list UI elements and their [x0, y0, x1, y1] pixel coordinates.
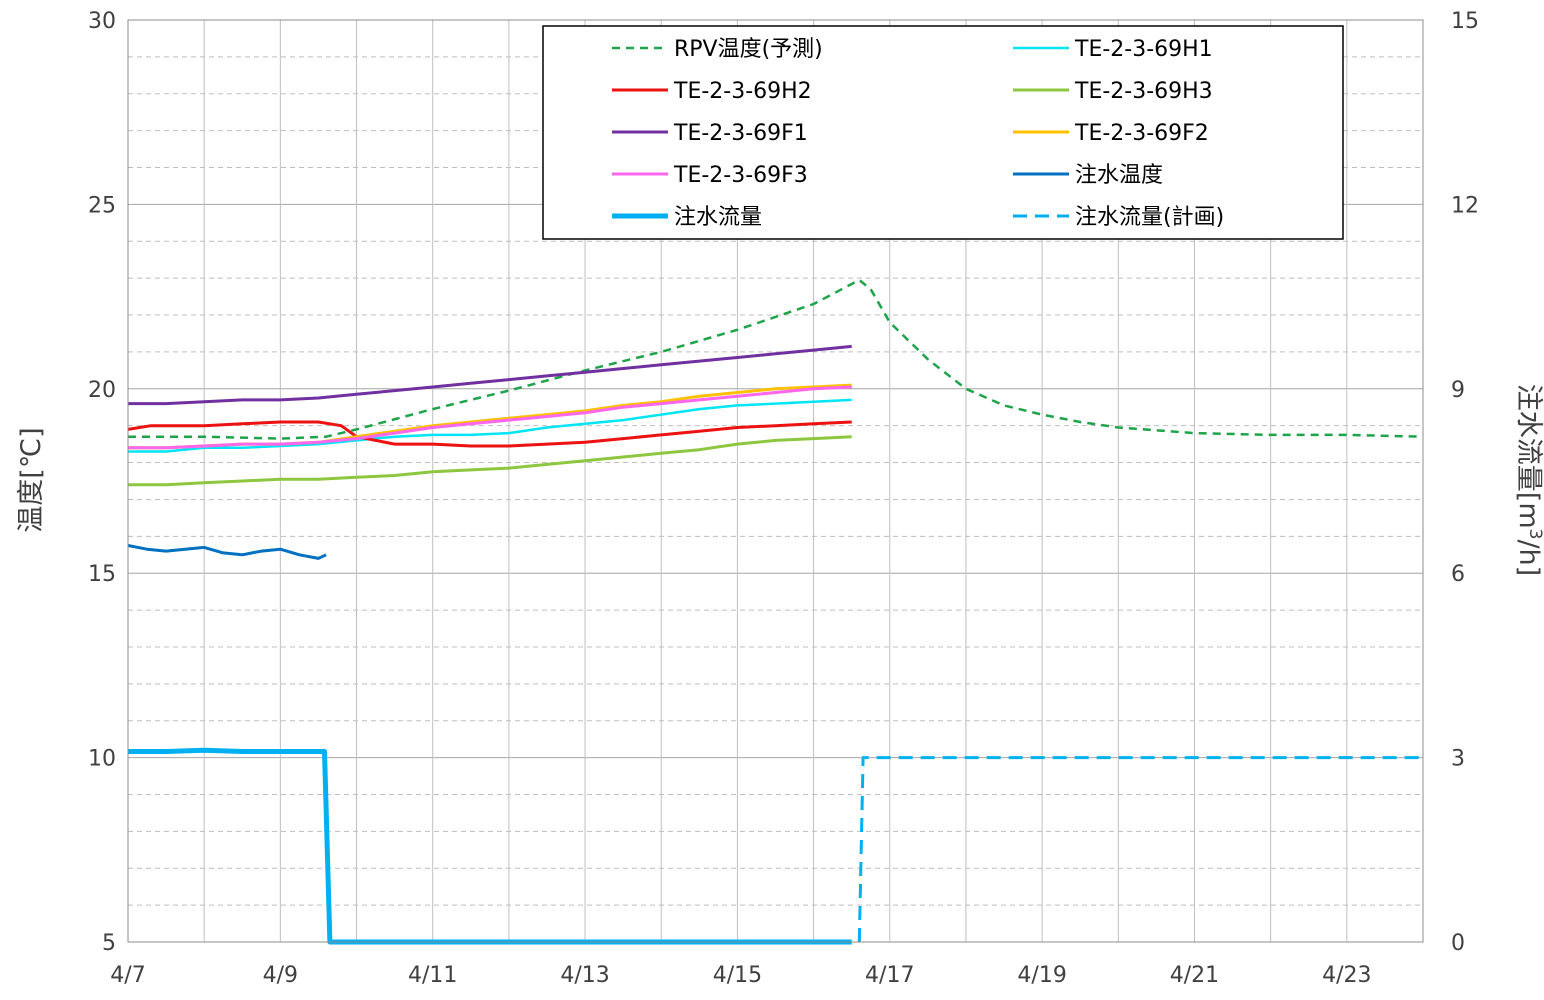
series-line-2: [128, 398, 852, 453]
series-line-5: [128, 344, 852, 406]
x-tick-label: 4/19: [1017, 963, 1066, 988]
legend-entry-label: 注水流量(計画): [1075, 205, 1224, 230]
left-y-tick-label: 20: [88, 378, 116, 403]
legend-entry-label: TE-2-3-69H3: [1074, 79, 1213, 104]
right-y-axis-ticks: 0 3 6 9 12 15: [1451, 9, 1479, 956]
left-y-tick-label: 15: [88, 562, 116, 587]
series-line-7: [128, 385, 852, 450]
x-tick-label: 4/17: [865, 963, 914, 988]
legend-entry-label: 注水温度: [1075, 163, 1163, 188]
legend-entry-label: TE-2-3-69F3: [673, 163, 808, 188]
series-layer: [127, 278, 1424, 945]
x-tick-label: 4/15: [713, 963, 762, 988]
left-y-tick-label: 10: [88, 747, 116, 772]
series-line-4: [128, 435, 852, 487]
x-axis-ticks: 4/7 4/9 4/11 4/13 4/15 4/17 4/19 4/21 4/23: [110, 963, 1371, 988]
right-y-tick-label: 15: [1451, 9, 1479, 34]
series-line-8: [127, 544, 327, 560]
series-line-1: [128, 278, 1424, 440]
legend-entry-label: TE-2-3-69H2: [673, 79, 812, 104]
left-y-axis-title: 温度[℃]: [16, 427, 47, 532]
x-tick-label: 4/21: [1170, 963, 1219, 988]
left-y-tick-label: 30: [88, 9, 116, 34]
left-y-tick-label: 25: [88, 193, 116, 218]
series-line-9: [128, 747, 852, 945]
left-y-axis-ticks: 5 10 15 20 25 30: [88, 9, 116, 956]
legend-entry-label: RPV温度(予測): [674, 37, 823, 62]
plot-frame: [127, 19, 1424, 943]
legend-entry-label: TE-2-3-69H1: [1074, 37, 1213, 62]
right-y-axis-title-sup: 3: [1525, 529, 1544, 540]
right-y-tick-label: 6: [1451, 562, 1465, 587]
left-y-tick-label: 5: [102, 931, 116, 956]
right-y-tick-label: 9: [1451, 378, 1465, 403]
series-line-3: [127, 420, 852, 448]
right-y-axis-title-main: 注水流量[m: [1513, 384, 1544, 529]
right-y-axis-title-tail: /h]: [1513, 539, 1544, 576]
right-y-axis-title: 注水流量[m3/h]: [1513, 384, 1544, 576]
x-tick-label: 4/7: [110, 963, 145, 988]
series-line-10: [857, 756, 1423, 943]
right-y-tick-label: 12: [1451, 193, 1479, 218]
right-y-tick-label: 3: [1451, 747, 1465, 772]
legend-entry-label: TE-2-3-69F2: [1074, 121, 1209, 146]
x-tick-label: 4/11: [408, 963, 457, 988]
legend: RPV温度(予測) TE-2-3-69H1 TE-2-3-69H2 TE-2-3-69…: [542, 25, 1344, 240]
legend-box: [542, 25, 1344, 240]
right-y-tick-label: 0: [1451, 931, 1465, 956]
x-tick-label: 4/23: [1322, 963, 1371, 988]
x-tick-label: 4/9: [263, 963, 298, 988]
legend-entry-label: TE-2-3-69F1: [673, 121, 808, 146]
legend-entry-label: 注水流量: [674, 205, 762, 230]
x-tick-label: 4/13: [560, 963, 609, 988]
